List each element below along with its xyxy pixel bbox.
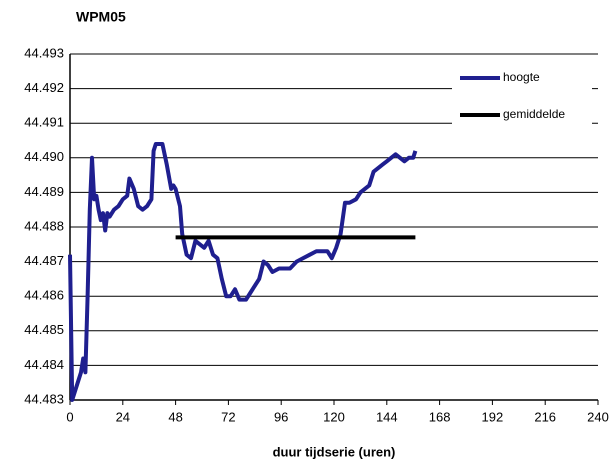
x-tick-label: 144 <box>376 409 398 424</box>
y-tick-label: 44.483 <box>24 391 64 406</box>
y-tick-label: 44.490 <box>24 149 64 164</box>
y-tick-label: 44.492 <box>24 80 64 95</box>
legend-box <box>452 64 592 130</box>
y-tick-label: 44.485 <box>24 322 64 337</box>
x-tick-label: 192 <box>482 409 504 424</box>
y-tick-label: 44.493 <box>24 45 64 60</box>
x-axis-label: duur tijdserie (uren) <box>273 444 396 459</box>
y-tick-label: 44.484 <box>24 357 64 372</box>
legend-label: gemiddelde <box>503 107 565 121</box>
y-tick-label: 44.488 <box>24 218 64 233</box>
series-line <box>68 141 418 402</box>
x-tick-label: 240 <box>587 409 609 424</box>
y-tick-label: 44.486 <box>24 288 64 303</box>
y-tick-label: 44.489 <box>24 184 64 199</box>
x-tick-label: 0 <box>66 409 73 424</box>
legend-label: hoogte <box>503 70 540 84</box>
x-tick-label: 168 <box>429 409 451 424</box>
x-tick-label: 96 <box>274 409 288 424</box>
x-tick-label: 120 <box>323 409 345 424</box>
y-tick-label: 44.487 <box>24 253 64 268</box>
x-tick-label: 24 <box>116 409 130 424</box>
chart-title: WPM05 <box>76 9 126 25</box>
x-tick-label: 72 <box>221 409 235 424</box>
y-tick-label: 44.491 <box>24 115 64 130</box>
x-tick-label: 48 <box>168 409 182 424</box>
x-tick-label: 216 <box>534 409 556 424</box>
